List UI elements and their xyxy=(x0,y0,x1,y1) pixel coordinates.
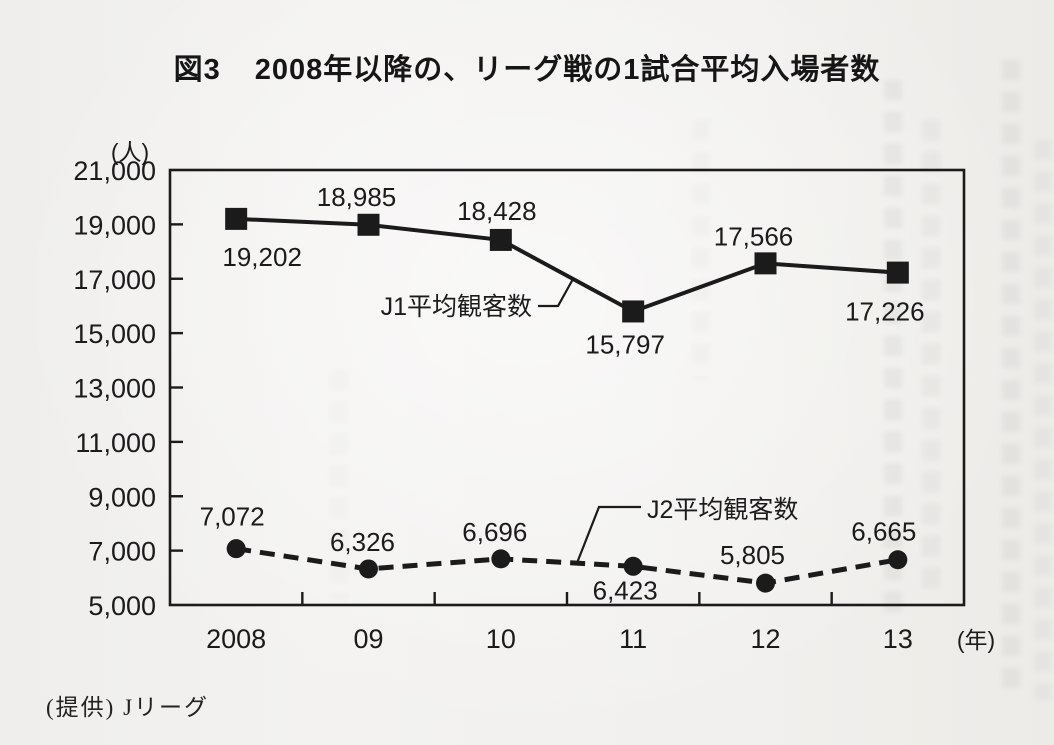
x-axis-label: 13 xyxy=(883,624,913,654)
x-axis-label: 09 xyxy=(353,624,383,654)
j1-marker xyxy=(489,228,512,251)
y-axis-label: 11,000 xyxy=(75,428,156,458)
j1-annotation-leader xyxy=(538,278,574,308)
j2-marker xyxy=(226,539,246,559)
x-axis-label: 11 xyxy=(619,624,647,654)
y-axis-label: 9,000 xyxy=(88,482,156,512)
j1-marker xyxy=(225,207,248,230)
j2-data-label: 5,805 xyxy=(720,540,785,570)
j2-annotation-leader xyxy=(575,505,641,564)
j2-data-label: 6,423 xyxy=(593,575,658,605)
j1-data-label: 18,985 xyxy=(317,182,397,212)
j2-marker xyxy=(888,550,908,570)
x-axis-label: 12 xyxy=(750,624,780,654)
j1-marker xyxy=(754,252,777,275)
x-axis-unit-label: (年) xyxy=(957,627,995,653)
j2-series-line xyxy=(235,546,899,586)
j1-marker xyxy=(357,213,380,236)
j1-data-label: 17,226 xyxy=(845,297,925,327)
y-axis-label: 7,000 xyxy=(88,537,156,567)
j1-data-label: 15,797 xyxy=(585,329,665,359)
chart-title: 図3 2008年以降の、リーグ戦の1試合平均入場者数 xyxy=(0,46,1054,88)
j2-marker xyxy=(623,556,643,576)
j1-marker xyxy=(886,261,909,284)
j2-marker xyxy=(491,549,511,569)
j2-data-label: 6,696 xyxy=(462,517,527,547)
j1-data-label: 19,202 xyxy=(222,242,302,272)
y-axis-unit-label: (人) xyxy=(111,139,149,165)
j2-marker xyxy=(359,559,378,579)
j2-data-label: 6,665 xyxy=(851,517,916,547)
j1-data-label: 18,428 xyxy=(457,196,537,226)
j1-annotation-label: J1平均観客数 xyxy=(381,293,532,321)
y-axis-label: 19,000 xyxy=(73,210,156,240)
y-axis-label: 13,000 xyxy=(73,374,156,404)
plot-frame xyxy=(168,168,966,607)
chart-title-number: 図3 xyxy=(173,54,221,86)
j1-data-label: 17,566 xyxy=(714,221,794,251)
x-axis-label: 2008 xyxy=(206,624,266,654)
j1-series-line xyxy=(236,216,898,314)
j2-data-label: 7,072 xyxy=(200,502,265,532)
y-axis-label: 15,000 xyxy=(73,319,156,349)
chart-title-text: 2008年以降の、リーグ戦の1試合平均入場者数 xyxy=(254,54,881,86)
j1-marker xyxy=(622,300,645,323)
x-axis-label: 10 xyxy=(486,624,516,654)
j2-data-label: 6,326 xyxy=(330,527,395,557)
y-axis-label: 5,000 xyxy=(88,591,156,621)
j2-marker xyxy=(756,573,775,593)
source-credit: (提供) Jリーグ xyxy=(46,695,210,720)
j2-annotation-label: J2平均観客数 xyxy=(647,496,798,524)
y-axis-label: 21,000 xyxy=(73,156,156,186)
y-axis-label: 17,000 xyxy=(73,265,156,295)
